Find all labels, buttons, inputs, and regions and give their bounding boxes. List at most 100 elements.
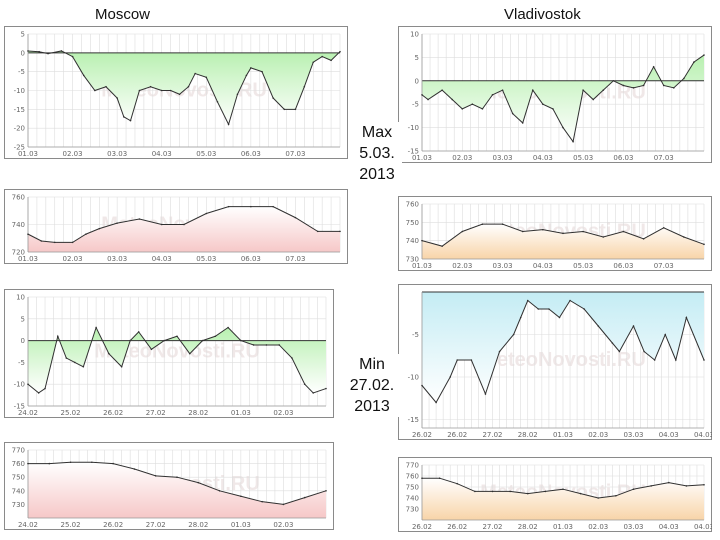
data-point [491,490,494,493]
data-point [421,239,423,242]
data-point [95,326,97,329]
x-tick-label: 04.03 [152,255,172,263]
x-tick-label: 02.03 [588,523,608,531]
y-tick-label: 750 [406,219,419,227]
x-tick-label: 04.03 [694,523,712,531]
y-tick-label: 10 [410,31,419,39]
data-point [252,344,255,346]
data-point [642,238,645,240]
y-tick-label: 10 [16,294,25,302]
data-point [683,236,685,238]
x-tick-label: 01.03 [18,150,38,158]
y-tick-label: 0 [21,337,25,345]
data-point [501,223,504,225]
x-tick-label: 01.03 [18,255,38,263]
data-point [71,241,74,244]
series-area [422,478,704,520]
data-point [44,387,46,390]
x-tick-label: 05.03 [196,150,216,158]
moscow-pressure-min-chart: MeteoNovosti.RU77076075074073024.0225.02… [4,442,334,530]
y-tick-label: 730 [406,256,419,264]
data-point [116,222,118,224]
y-tick-label: -5 [18,359,25,367]
data-point [214,335,217,338]
data-point [71,55,74,58]
data-point [438,477,441,479]
data-point [283,108,286,111]
data-point [441,89,443,91]
data-point [47,52,49,55]
data-point [421,477,423,479]
data-point [441,245,443,247]
y-tick-label: -10 [14,381,25,389]
data-point [526,492,529,495]
x-tick-label: 07.03 [654,154,674,162]
data-point [526,299,529,302]
data-point [187,85,190,88]
x-tick-label: 01.03 [231,521,251,529]
y-tick-label: 740 [12,487,25,495]
data-point [592,98,595,101]
x-tick-label: 28.02 [518,523,538,531]
data-point [427,98,429,101]
data-point [321,55,323,58]
y-tick-label: -15 [14,106,25,114]
data-point [672,87,675,89]
x-tick-label: 05.03 [573,154,593,162]
x-tick-label: 07.03 [285,150,305,158]
data-point [278,344,280,346]
data-point [261,70,263,73]
data-point [272,97,274,99]
data-point [583,308,585,310]
y-tick-label: 0 [415,77,419,85]
min-year: 2013 [354,398,390,415]
x-tick-label: 04.03 [694,431,712,439]
data-point [612,80,615,82]
x-tick-label: 04.03 [659,523,679,531]
y-tick-label: 730 [406,506,419,514]
x-tick-label: 03.03 [493,262,513,270]
data-point [703,243,705,246]
max-year: 2013 [359,166,395,183]
data-point [339,230,341,233]
x-tick-label: 28.02 [518,431,538,439]
x-tick-label: 02.03 [63,255,83,263]
data-point [632,488,635,490]
x-tick-label: 06.03 [613,154,633,162]
y-tick-label: 760 [12,460,25,468]
y-tick-label: -5 [412,101,419,109]
data-point [133,468,136,470]
data-point [265,344,268,346]
data-point [685,316,688,319]
data-point [138,218,141,220]
data-point [27,462,29,465]
data-point [294,108,297,111]
data-point [325,387,327,390]
data-point [552,108,554,110]
data-point [197,481,200,484]
data-point [597,325,600,327]
data-point [501,89,504,91]
data-point [572,140,574,143]
x-tick-label: 25.02 [61,521,81,529]
moscow-pressure-max-chart: MeteoNovosti.RU76074072001.0302.0303.030… [4,189,348,264]
data-point [48,462,51,465]
max-label: Max [361,124,393,141]
data-point [116,97,118,99]
y-tick-label: 760 [406,473,419,481]
data-point [521,122,524,124]
data-point [150,348,153,351]
y-tick-label: 740 [406,237,419,245]
data-point [582,89,584,91]
data-point [98,227,101,230]
data-point [40,240,43,242]
data-point [632,325,635,327]
x-tick-label: 02.03 [588,431,608,439]
data-point [562,232,564,235]
data-point [236,93,239,96]
y-tick-label: -10 [408,124,419,132]
data-point [642,84,645,87]
x-tick-label: 01.03 [553,431,573,439]
